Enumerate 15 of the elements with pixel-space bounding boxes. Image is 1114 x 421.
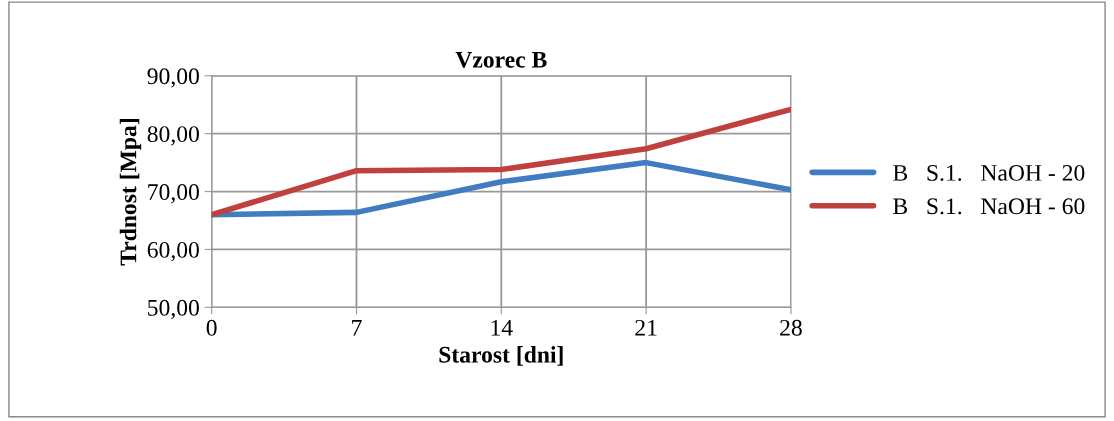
x-tick-label: 28	[780, 319, 802, 336]
x-tick-label: 0	[206, 319, 217, 336]
chart-title: Vzorec B	[455, 51, 547, 68]
y-tick-label: 60,00	[147, 241, 199, 262]
y-tick-label: 70,00	[148, 184, 199, 204]
x-tick-label: 14	[491, 319, 513, 336]
legend-label: B S.1. NaOH - 60	[893, 198, 1085, 215]
x-axis-title: Starost [dni]	[439, 346, 563, 366]
x-tick-label: 21	[635, 319, 657, 336]
x-tick-label: 7	[352, 320, 362, 336]
y-tick-label: 90,00	[147, 68, 199, 88]
y-tick-label: 80,00	[147, 126, 199, 146]
legend-label: B S.1. NaOH - 20	[893, 164, 1085, 181]
y-tick-label: 50,00	[148, 299, 199, 320]
y-axis-title: Trdnost [Mpa]	[119, 119, 142, 266]
